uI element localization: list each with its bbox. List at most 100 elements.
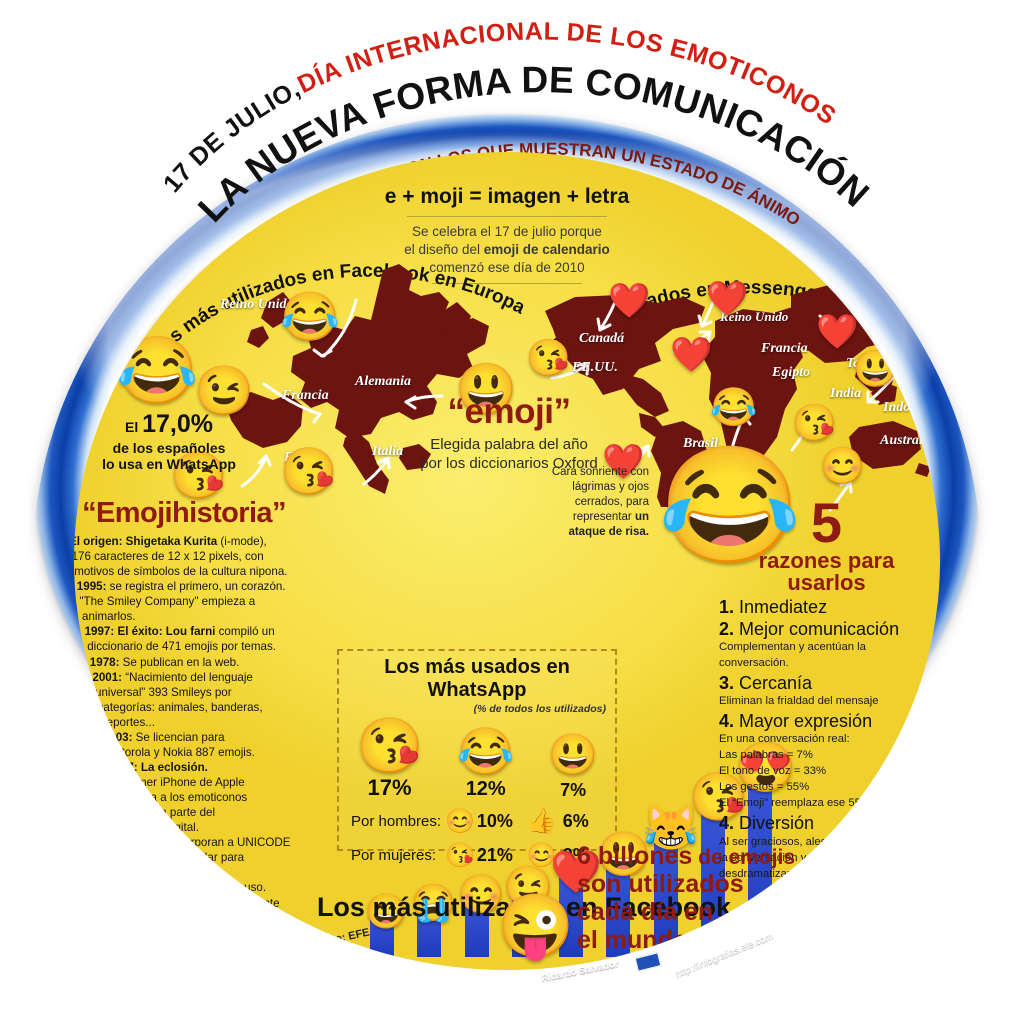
calendar-note-line1: Se celebra el 17 de julio porque bbox=[412, 224, 602, 239]
billions-rest: de emojis bbox=[692, 846, 796, 869]
reason-subtext: El tono de voz = 33% bbox=[719, 765, 827, 778]
facebook-bar-emoji: 😍 bbox=[735, 740, 797, 796]
europe-arrow-group bbox=[240, 298, 444, 488]
emojihistoria-entry-text: "The Smiley Company" empieza a bbox=[79, 595, 256, 609]
world-emoji-egipto: 😂 bbox=[710, 387, 758, 429]
reason-subtext: Complementan y acentúan la conversación. bbox=[719, 640, 866, 669]
big-emoji-caption-line4: representar un bbox=[537, 510, 649, 525]
spain-stat-prefix: El bbox=[124, 419, 139, 435]
world-emoji-brasil: ❤️ bbox=[602, 443, 645, 481]
whatsapp-title: Los más usados en WhatsApp bbox=[384, 656, 570, 701]
reason-title-row: 4. Mayor expresión bbox=[719, 711, 934, 731]
reason-title: Mejor comunicación bbox=[739, 618, 900, 639]
emojihistoria-entry: 2003: Se licencian para bbox=[74, 730, 299, 745]
facebook-bar-emoji: 😭 bbox=[411, 882, 456, 923]
reason-subtext: El “Emoji” reemplaza ese 55%. bbox=[719, 797, 875, 810]
calendar-note-line2-pre: el diseño del bbox=[404, 241, 484, 257]
reason-subtext: Los gestos = 55% bbox=[719, 781, 810, 794]
emoji-word-title: “emoji” bbox=[447, 392, 571, 431]
equation-text: e + moji = imagen + letra bbox=[384, 185, 630, 208]
emojihistoria-entry-text: “Nacimiento del lenguaje bbox=[122, 670, 253, 684]
facebook-bar bbox=[606, 859, 631, 957]
equation-divider bbox=[407, 216, 607, 217]
emojihistoria-entry-bold: 2007: La eclosión. bbox=[108, 760, 208, 774]
whatsapp-row-0-value-a: 10% bbox=[476, 811, 513, 831]
billions-line4: el mundo bbox=[577, 926, 689, 954]
emojihistoria-entry: animarlos. bbox=[74, 609, 299, 624]
world-emoji-eeuu: 😘 bbox=[526, 337, 571, 378]
billions-block: 6 billones de emojis son utilizados cada… bbox=[577, 842, 857, 954]
equation-block: e + moji = imagen + letra bbox=[327, 185, 687, 221]
europe-emoji-francia: 😉 bbox=[194, 365, 254, 418]
whatsapp-subtitle: (% de todos los utilizados) bbox=[473, 703, 606, 715]
emojihistoria-entry: 2010: se incorporan a UNICODE bbox=[74, 835, 299, 850]
emojihistoria-entry-text: se suma a los emoticonos bbox=[113, 791, 248, 805]
world-label-india: India bbox=[830, 386, 862, 401]
emojihistoria-title: “Emojihistoria” bbox=[82, 497, 286, 529]
world-map bbox=[545, 285, 940, 507]
emojihistoria-entry-bold: 2018: bbox=[126, 881, 156, 895]
emojihistoria-entry: 72 nuevos en 2016. bbox=[74, 926, 299, 941]
billions-line3: cada día en bbox=[577, 898, 714, 926]
emoji-word-block: “emoji” Elegida palabra del año por los … bbox=[404, 392, 614, 473]
whatsapp-panel: Los más usados en WhatsApp (% de todos l… bbox=[337, 649, 617, 869]
emojihistoria-entry: 1995: se registra el primero, un corazón… bbox=[74, 579, 299, 594]
emoji-word-line1: Elegida palabra del año bbox=[430, 436, 588, 453]
emojihistoria-entry-text: (i-mode), bbox=[217, 535, 267, 548]
big-emoji-caption-line3: cerrados, para bbox=[574, 495, 649, 508]
whatsapp-top-item-0: 😘 17% bbox=[356, 719, 423, 801]
emojihistoria-entry-bold: El origen: Shigetaka Kurita bbox=[74, 535, 218, 548]
emojihistoria-entry: 176 caracteres de 12 x 12 pixels, con bbox=[74, 549, 299, 564]
reason-title-row: 2. Mejor comunicación bbox=[719, 619, 934, 639]
facebook-bar-emoji: 😃 bbox=[596, 830, 651, 879]
emojihistoria-entry: 2001: “Nacimiento del lenguaje bbox=[74, 670, 299, 685]
spain-stat-line2: de los españoles bbox=[112, 439, 226, 456]
world-label-indonesia: Indonesia bbox=[883, 400, 940, 415]
world-emoji-india: 😘 bbox=[792, 402, 837, 443]
facebook-bar bbox=[559, 875, 583, 957]
whatsapp-row-0-emoji-a: 😊 bbox=[445, 808, 475, 835]
reason-number: 2. bbox=[719, 618, 740, 639]
source-value-text: EFE bbox=[347, 926, 371, 943]
europe-label-francia: Francia bbox=[282, 388, 329, 403]
emojihistoria-entry-bold: 2003: bbox=[102, 730, 133, 744]
emojihistoria-entry: 2007: La eclosión. bbox=[74, 760, 299, 775]
big-laughing-emoji: 😂 bbox=[658, 442, 802, 570]
emojihistoria-entry: "The Smiley Company" empieza a bbox=[74, 594, 299, 609]
whatsapp-top-item-1: 😂 12% bbox=[457, 728, 514, 801]
calendar-note: Se celebra el 17 de julio porque el dise… bbox=[342, 223, 672, 288]
reasons-block: 5 razones para usarlos 1. Inmediatez 2. M… bbox=[719, 491, 934, 884]
reasons-number: 5 bbox=[810, 491, 843, 554]
emojihistoria-entry-text: animarlos. bbox=[82, 610, 136, 624]
emojihistoria-entry-text: 72 nuevos en 2016. bbox=[134, 926, 236, 940]
facebook-bar-emoji: 😘 bbox=[689, 770, 748, 824]
big-emoji-caption-line4-emph: un bbox=[634, 510, 649, 523]
calendar-note-divider bbox=[432, 282, 582, 284]
reason-subtext: Eliminan la frialdad del mensaje bbox=[719, 695, 879, 708]
facebook-bar bbox=[748, 772, 772, 957]
emojihistoria-entry-bold: 2001: bbox=[92, 670, 123, 684]
world-label-francia: Francia bbox=[761, 341, 808, 356]
reason-subtext: desdramatizan. bbox=[719, 867, 797, 880]
world-arrow-group bbox=[550, 288, 898, 512]
world-emoji-indonesia: 😃 bbox=[853, 348, 898, 389]
emojihistoria-entry-text: diccionario de 471 emojis por temas. bbox=[87, 640, 277, 654]
reason-title-row: 3. Cercanía bbox=[719, 673, 934, 693]
europe-label-espana: España bbox=[284, 450, 328, 465]
world-label-reino-unido: Reino Unido bbox=[720, 309, 789, 324]
yellow-disc: e + moji = imagen + letra Se celebra el … bbox=[74, 152, 940, 970]
whatsapp-top-item-2: 😃 7% bbox=[548, 735, 598, 801]
big-emoji-caption-line2: lágrimas y ojos bbox=[572, 480, 649, 493]
reasons-heading: razones para usarlos bbox=[758, 547, 895, 595]
emoji-word-line2: por los diccionarios Oxford bbox=[420, 455, 598, 473]
whatsapp-row-1-emoji-a: 😘 bbox=[445, 842, 475, 869]
emojihistoria-entry-text: se registra el primero, un corazón. bbox=[106, 580, 286, 594]
emojihistoria-entry-text: universal” 393 Smileys por bbox=[95, 685, 232, 699]
world-emoji-tailandia: ❤️ bbox=[816, 313, 859, 351]
facebook-bar bbox=[370, 914, 394, 957]
big-emoji-caption-line1: Cara sonriente con bbox=[551, 466, 649, 478]
facebook-bar-emoji: 😊 bbox=[457, 873, 505, 916]
emojihistoria-entry-text: El primer iPhone de Apple bbox=[110, 776, 245, 789]
reason-number: 4. bbox=[719, 813, 740, 834]
